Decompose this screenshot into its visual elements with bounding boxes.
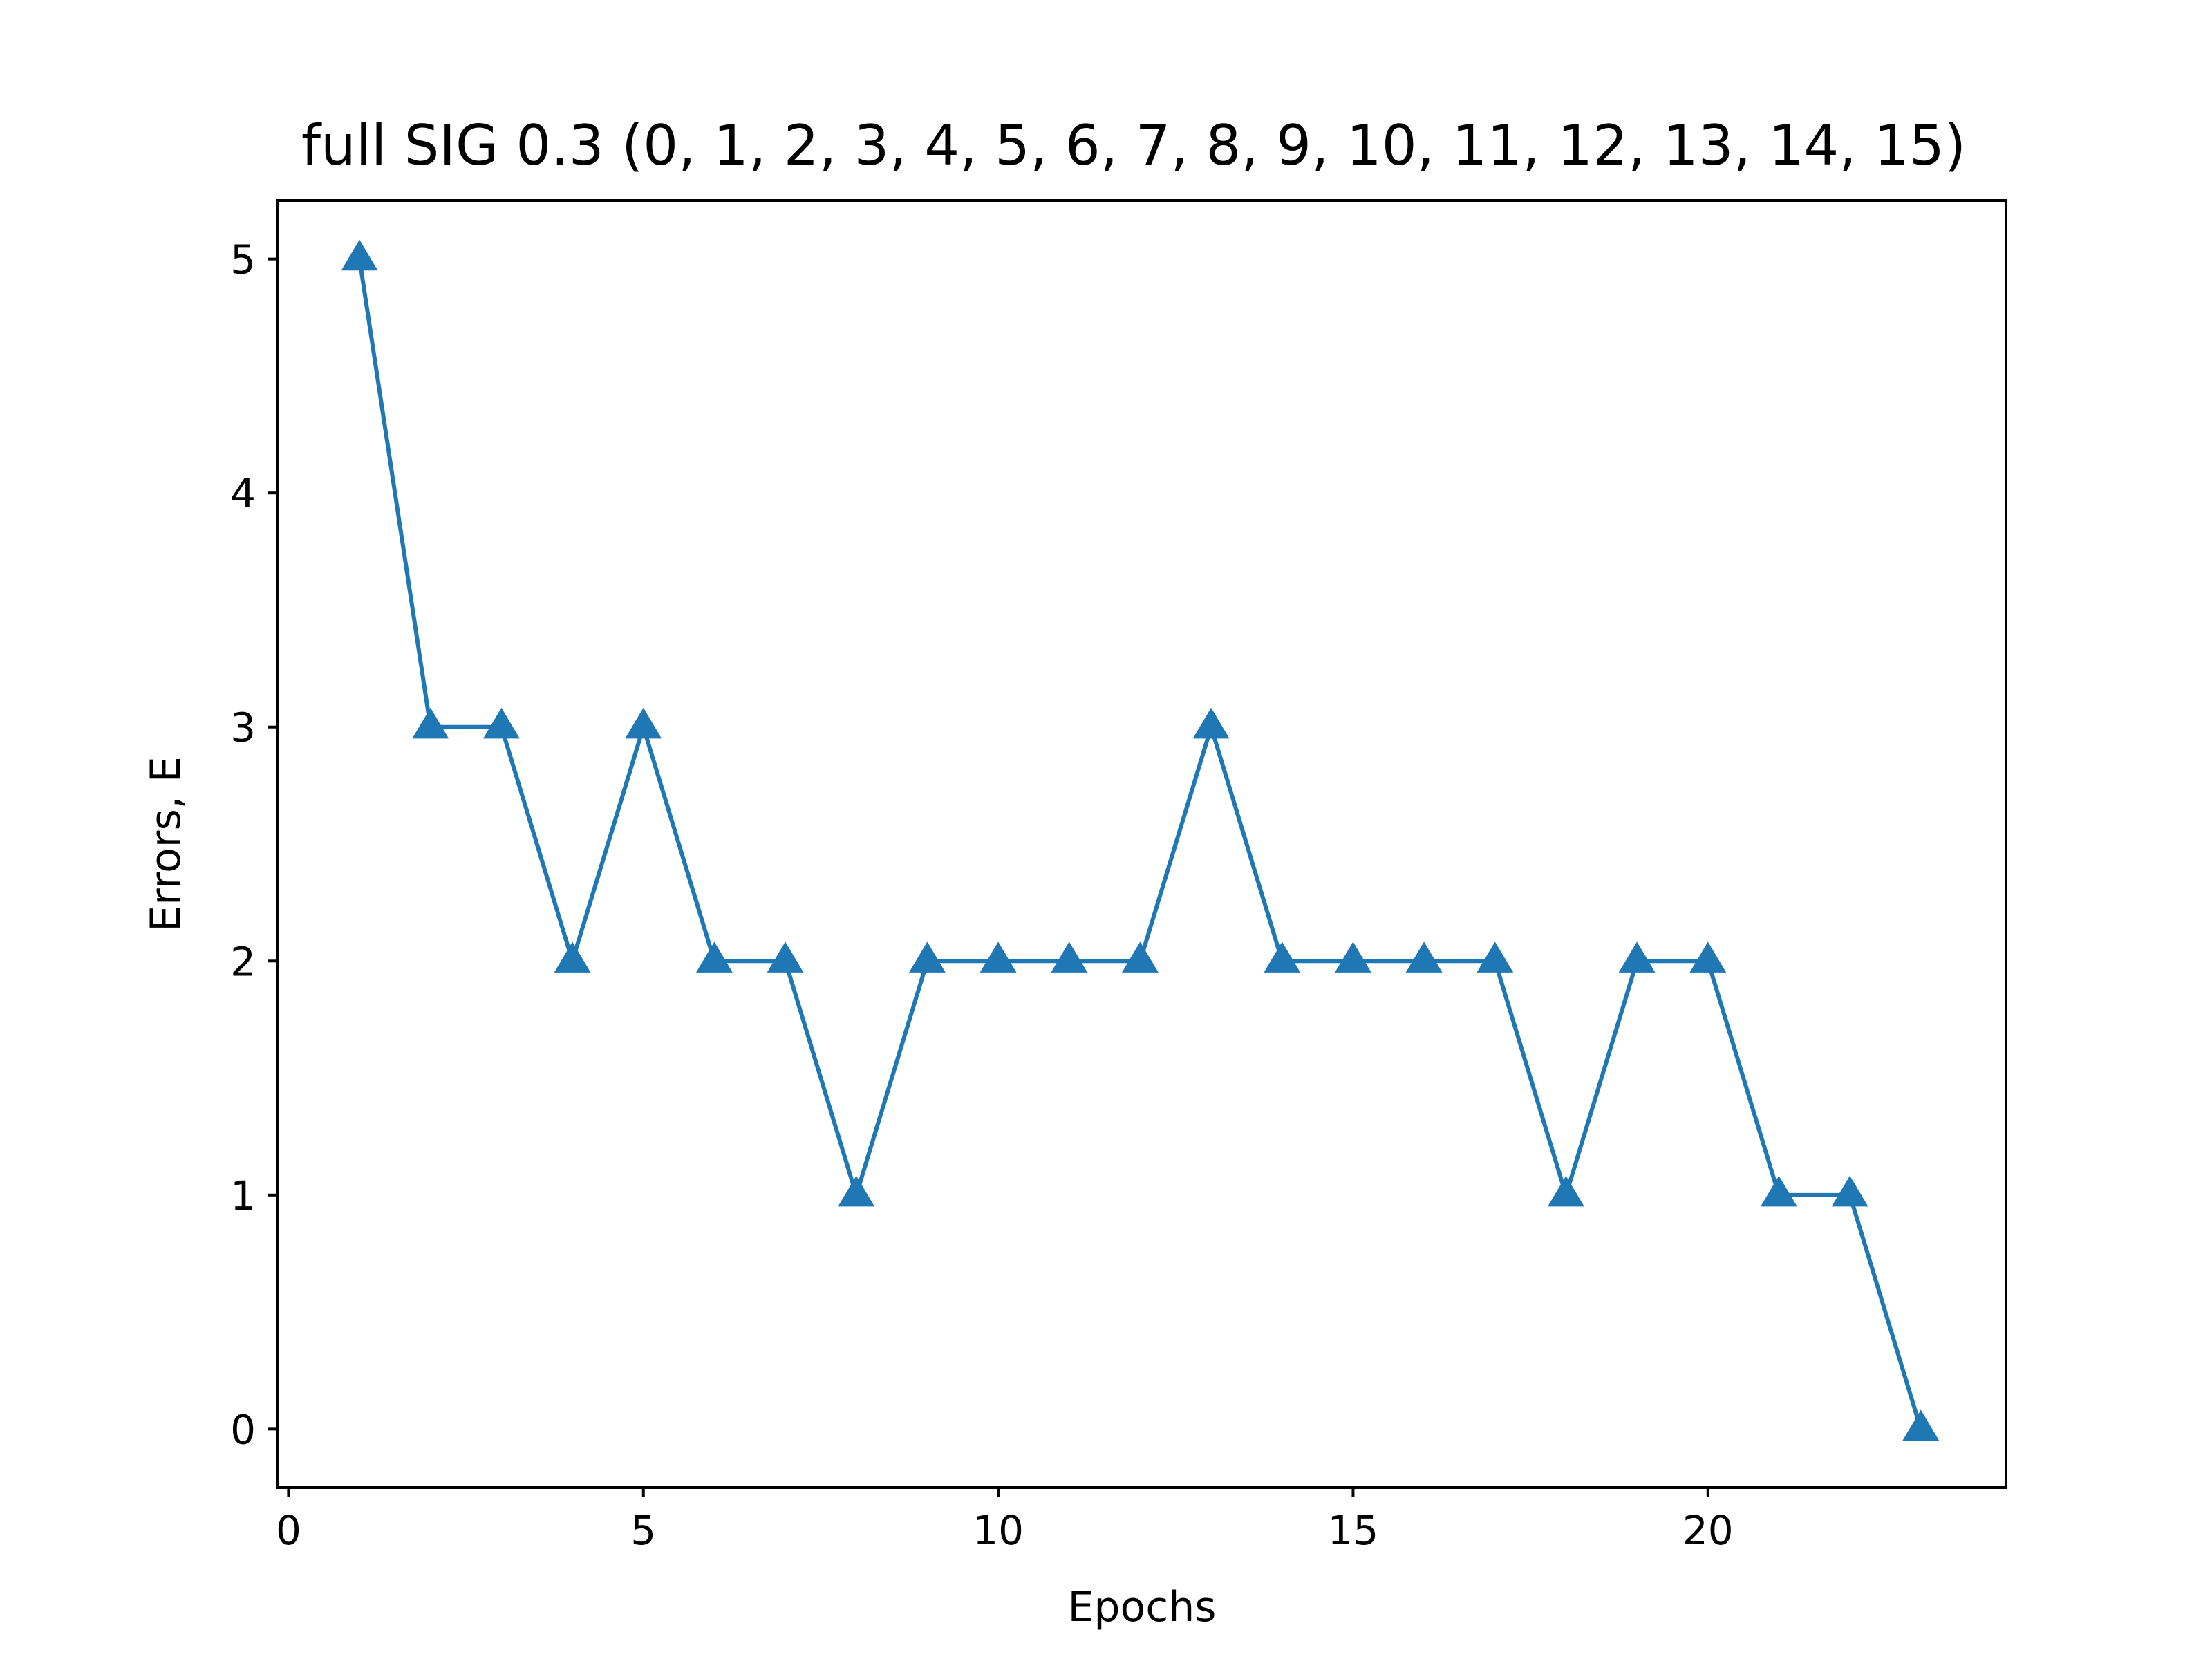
data-point-19 [1689,941,1727,973]
y-axis-label: Errors, E [142,756,190,932]
data-point-3 [554,941,591,973]
data-point-9 [980,941,1017,973]
data-point-8 [908,941,946,973]
data-point-20 [1761,1175,1797,1207]
data-point-5 [695,941,733,973]
plot-frame [276,199,2007,1489]
y-tick-label-4: 4 [230,470,256,517]
x-tick-label-2: 10 [973,1507,1024,1554]
y-axis-ticks: 0 1 2 3 4 5 [230,236,278,1453]
chart-title: full SIG 0.3 (0, 1, 2, 3, 4, 5, 6, 7, 8,… [301,113,1966,178]
x-tick-label-4: 20 [1683,1507,1734,1554]
data-point-21 [1831,1175,1868,1207]
x-tick-label-0: 0 [276,1507,301,1554]
x-tick-label-3: 15 [1328,1507,1379,1554]
data-point-13 [1264,941,1301,973]
series-layer [341,239,1940,1441]
data-point-14 [1334,941,1371,973]
y-tick-label-3: 3 [230,704,256,751]
data-point-2 [482,707,520,739]
x-axis-ticks: 0 5 10 15 20 [276,1488,1734,1554]
data-point-22 [1902,1409,1940,1441]
data-point-15 [1405,941,1443,973]
y-tick-label-2: 2 [230,938,256,985]
series-line-0 [357,259,1923,1430]
y-tick-label-0: 0 [230,1406,256,1453]
data-point-0 [341,239,378,271]
y-tick-label-1: 1 [230,1172,256,1219]
data-point-1 [412,707,449,739]
data-point-17 [1547,1175,1584,1207]
x-tick-label-1: 5 [630,1507,656,1554]
data-point-4 [625,707,662,739]
y-tick-label-5: 5 [230,236,256,283]
data-point-10 [1051,941,1088,973]
data-point-12 [1192,707,1230,739]
data-point-7 [838,1175,875,1207]
data-point-11 [1121,941,1159,973]
x-axis-label: Epochs [1068,1583,1217,1631]
data-point-16 [1477,941,1514,973]
data-point-6 [767,941,804,973]
data-point-18 [1618,941,1656,973]
